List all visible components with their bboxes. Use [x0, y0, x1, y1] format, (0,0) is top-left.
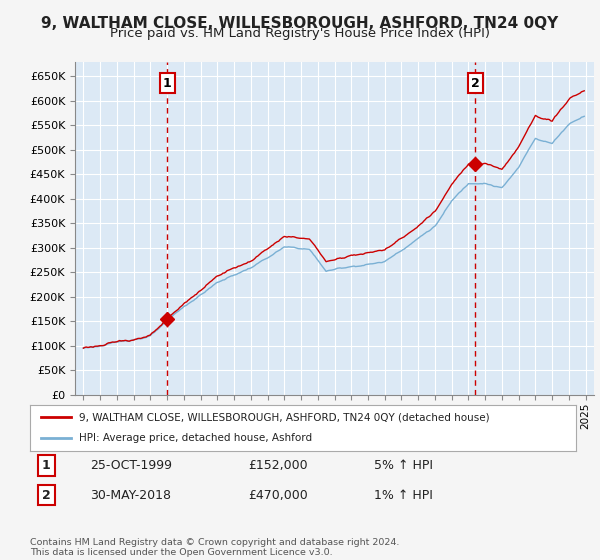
Text: 2: 2 [471, 77, 480, 90]
Text: 1% ↑ HPI: 1% ↑ HPI [374, 488, 433, 502]
Text: 1: 1 [163, 77, 172, 90]
Text: 9, WALTHAM CLOSE, WILLESBOROUGH, ASHFORD, TN24 0QY (detached house): 9, WALTHAM CLOSE, WILLESBOROUGH, ASHFORD… [79, 412, 490, 422]
Text: 1: 1 [42, 459, 51, 472]
Text: £470,000: £470,000 [248, 488, 308, 502]
Text: 25-OCT-1999: 25-OCT-1999 [90, 459, 172, 472]
Text: £152,000: £152,000 [248, 459, 308, 472]
Text: Contains HM Land Registry data © Crown copyright and database right 2024.
This d: Contains HM Land Registry data © Crown c… [30, 538, 400, 557]
Text: 30-MAY-2018: 30-MAY-2018 [90, 488, 171, 502]
Text: HPI: Average price, detached house, Ashford: HPI: Average price, detached house, Ashf… [79, 433, 312, 444]
Text: 9, WALTHAM CLOSE, WILLESBOROUGH, ASHFORD, TN24 0QY: 9, WALTHAM CLOSE, WILLESBOROUGH, ASHFORD… [41, 16, 559, 31]
Text: 5% ↑ HPI: 5% ↑ HPI [374, 459, 433, 472]
Text: 2: 2 [42, 488, 51, 502]
Text: Price paid vs. HM Land Registry's House Price Index (HPI): Price paid vs. HM Land Registry's House … [110, 27, 490, 40]
